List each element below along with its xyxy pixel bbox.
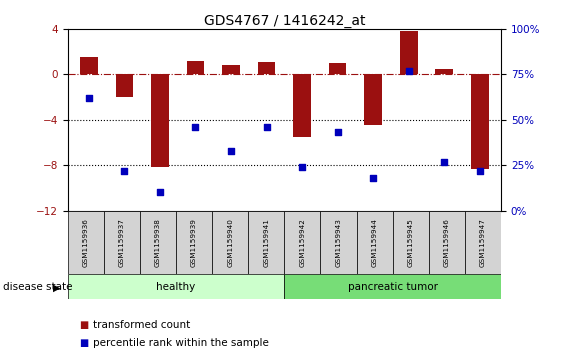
- Point: [404, 68, 413, 74]
- Text: GSM1159940: GSM1159940: [227, 218, 233, 267]
- Text: percentile rank within the sample: percentile rank within the sample: [93, 338, 269, 348]
- Title: GDS4767 / 1416242_at: GDS4767 / 1416242_at: [204, 14, 365, 28]
- Bar: [400, 31, 418, 74]
- Bar: [186, 61, 204, 74]
- Text: GSM1159939: GSM1159939: [191, 218, 197, 267]
- Bar: [356, 211, 393, 274]
- Bar: [115, 74, 133, 97]
- Text: healthy: healthy: [157, 282, 195, 292]
- Point: [369, 175, 378, 181]
- Bar: [465, 211, 501, 274]
- Text: GSM1159942: GSM1159942: [300, 218, 305, 267]
- Text: GSM1159936: GSM1159936: [83, 218, 88, 267]
- Bar: [471, 74, 489, 168]
- Text: GSM1159946: GSM1159946: [444, 218, 450, 267]
- Text: ▶: ▶: [53, 282, 61, 293]
- Point: [440, 159, 449, 164]
- Bar: [140, 211, 176, 274]
- Text: GSM1159945: GSM1159945: [408, 218, 414, 267]
- Bar: [68, 211, 104, 274]
- Bar: [364, 74, 382, 126]
- Text: ■: ■: [79, 320, 88, 330]
- Bar: [151, 74, 169, 167]
- Text: GSM1159944: GSM1159944: [372, 218, 378, 267]
- Text: GSM1159938: GSM1159938: [155, 218, 161, 267]
- Text: transformed count: transformed count: [93, 320, 190, 330]
- Bar: [320, 211, 356, 274]
- Bar: [329, 63, 346, 74]
- Point: [84, 95, 93, 101]
- Bar: [176, 211, 212, 274]
- Bar: [68, 274, 284, 299]
- Bar: [258, 62, 275, 74]
- Point: [191, 124, 200, 130]
- Bar: [293, 74, 311, 137]
- Text: GSM1159937: GSM1159937: [119, 218, 125, 267]
- Bar: [80, 57, 98, 74]
- Bar: [104, 211, 140, 274]
- Bar: [284, 274, 501, 299]
- Bar: [248, 211, 284, 274]
- Point: [262, 124, 271, 130]
- Point: [475, 168, 484, 174]
- Point: [333, 130, 342, 135]
- Text: GSM1159947: GSM1159947: [480, 218, 486, 267]
- Text: pancreatic tumor: pancreatic tumor: [348, 282, 437, 292]
- Text: ■: ■: [79, 338, 88, 348]
- Bar: [435, 69, 453, 74]
- Bar: [393, 211, 429, 274]
- Point: [226, 148, 235, 154]
- Bar: [212, 211, 248, 274]
- Bar: [284, 211, 320, 274]
- Text: disease state: disease state: [3, 282, 72, 293]
- Point: [298, 164, 307, 170]
- Point: [120, 168, 129, 174]
- Text: GSM1159941: GSM1159941: [263, 218, 269, 267]
- Text: GSM1159943: GSM1159943: [336, 218, 342, 267]
- Point: [155, 189, 164, 195]
- Bar: [429, 211, 465, 274]
- Bar: [222, 65, 240, 74]
